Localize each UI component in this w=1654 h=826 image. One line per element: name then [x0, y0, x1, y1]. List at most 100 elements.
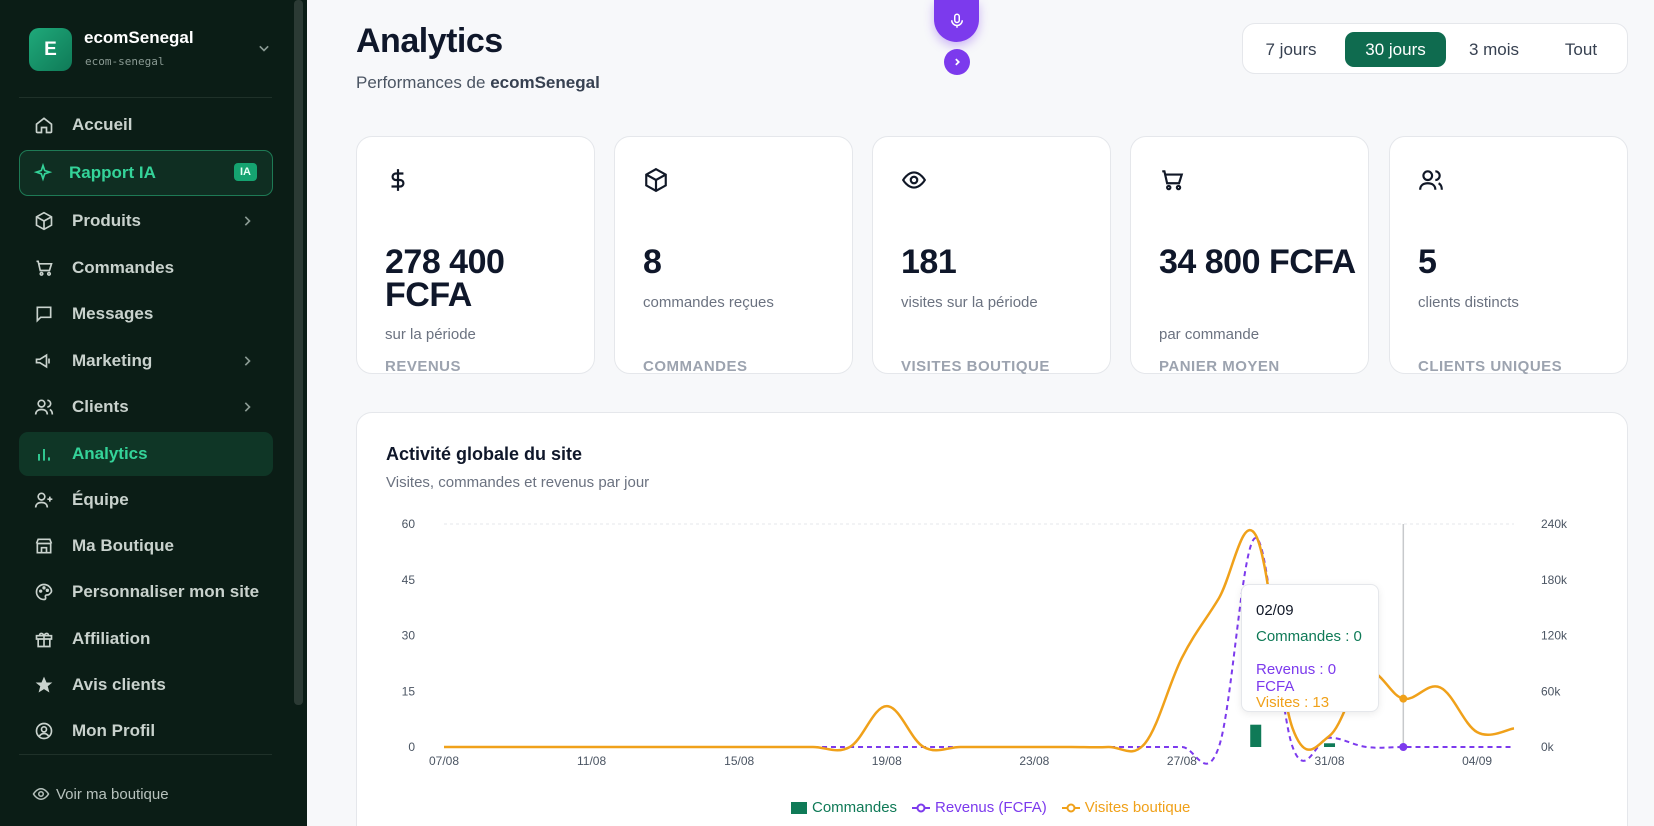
tooltip-date: 02/09 — [1256, 602, 1294, 619]
stat-label: VISITES BOUTIQUE — [901, 358, 1050, 375]
range-tout[interactable]: Tout — [1564, 39, 1598, 59]
user-circle-icon — [33, 720, 55, 742]
stat-value: 8 — [643, 243, 662, 281]
users-icon — [33, 396, 55, 418]
sidebar-item-analytics[interactable]: Analytics — [19, 432, 273, 476]
stat-label: PANIER MOYEN — [1159, 358, 1280, 375]
range-30-jours[interactable]: 30 jours — [1345, 32, 1446, 67]
users-icon — [1419, 170, 1443, 190]
sidebar-item-label: Marketing — [72, 351, 153, 370]
sidebar-item-label: Messages — [72, 304, 154, 323]
store-logo: E — [29, 28, 72, 71]
stat-card-panier-moyen: PANIER MOYEN 34 800 FCFA par commande — [1130, 136, 1369, 375]
tooltip-revenus: Revenus : 0 FCFA — [1256, 661, 1337, 695]
bar-chart-icon — [33, 443, 55, 465]
sidebar-item-personnaliser[interactable]: Personnaliser mon site — [19, 570, 273, 614]
sidebar-item-label: Analytics — [72, 444, 148, 463]
chevron-down-icon — [259, 45, 269, 52]
legend-revenus[interactable]: Revenus (FCFA) — [911, 799, 1047, 816]
legend-commandes[interactable]: Commandes — [790, 799, 897, 816]
range-3-mois[interactable]: 3 mois — [1468, 39, 1520, 59]
megaphone-icon — [33, 350, 55, 372]
stat-card-revenus: REVENUS 278 400 FCFA sur la période — [356, 136, 595, 375]
stat-value: 278 400 FCFA — [385, 243, 505, 314]
x-tick-label: 19/08 — [872, 754, 902, 768]
y-right-tick-label: 0k — [1541, 740, 1555, 754]
y-left-tick-label: 0 — [408, 740, 415, 754]
chevron-right-icon — [244, 216, 251, 226]
stat-value: 181 — [901, 243, 957, 281]
stat-note: clients distincts — [1418, 294, 1519, 311]
chart-legend: Commandes Revenus (FCFA) Visites boutiqu… — [790, 799, 1204, 816]
stat-note: visites sur la période — [901, 294, 1038, 311]
stat-note: par commande — [1159, 326, 1260, 343]
stat-card-visites: VISITES BOUTIQUE 181 visites sur la péri… — [872, 136, 1111, 375]
view-store-link[interactable]: Voir ma boutique — [32, 785, 169, 803]
sidebar-item-avis-clients[interactable]: Avis clients — [19, 663, 273, 707]
stat-value: 5 — [1418, 243, 1437, 281]
y-left-tick-label: 15 — [402, 684, 416, 698]
stat-value: 34 800 FCFA — [1159, 243, 1356, 281]
activity-chart-card: Activité globale du site Visites, comman… — [356, 412, 1628, 826]
x-tick-label: 15/08 — [724, 754, 754, 768]
sidebar-item-label: Mon Profil — [72, 721, 156, 740]
sidebar-item-messages[interactable]: Messages — [19, 292, 273, 336]
dollar-icon — [391, 169, 405, 191]
y-right-tick-label: 120k — [1541, 629, 1568, 643]
sidebar-item-equipe[interactable]: Équipe — [19, 478, 273, 522]
x-tick-label: 27/08 — [1167, 754, 1197, 768]
legend-swatch-visites — [1061, 803, 1080, 812]
sidebar-item-label: Ma Boutique — [72, 536, 174, 555]
store-slug: ecom-senegal — [85, 55, 165, 68]
sidebar-item-commandes[interactable]: Commandes — [19, 246, 273, 290]
view-store-label: Voir ma boutique — [56, 785, 169, 803]
sidebar-item-label: Produits — [72, 211, 141, 230]
y-right-tick-label: 60k — [1541, 684, 1561, 698]
store-switcher[interactable]: E ecomSenegal ecom-senegal — [29, 28, 274, 72]
legend-visites[interactable]: Visites boutique — [1061, 799, 1190, 816]
bar-commandes — [1250, 724, 1262, 747]
package-icon — [645, 167, 667, 193]
sidebar-item-marketing[interactable]: Marketing — [19, 339, 273, 383]
stat-label: COMMANDES — [643, 358, 748, 375]
sidebar-item-label: Personnaliser mon site — [72, 582, 260, 601]
sidebar-item-produits[interactable]: Produits — [19, 199, 273, 243]
sidebar-item-affiliation[interactable]: Affiliation — [19, 617, 273, 661]
sidebar-divider — [19, 754, 272, 755]
page-title: Analytics — [356, 22, 503, 60]
cart-icon — [1162, 170, 1184, 191]
expand-assistant-button[interactable] — [944, 49, 970, 75]
stat-card-clients-uniques: CLIENTS UNIQUES 5 clients distincts — [1389, 136, 1628, 375]
sparkle-icon — [32, 162, 54, 184]
sidebar-item-mon-profil[interactable]: Mon Profil — [19, 709, 273, 753]
subtitle-store: ecomSenegal — [490, 73, 600, 92]
stat-label: REVENUS — [385, 358, 462, 375]
sidebar-scrollbar[interactable] — [294, 0, 303, 705]
line-visites — [444, 529, 1515, 753]
sidebar-item-accueil[interactable]: Accueil — [19, 103, 273, 147]
store-name: ecomSenegal — [84, 28, 194, 47]
sidebar-item-label: Affiliation — [72, 629, 151, 648]
sidebar-item-ma-boutique[interactable]: Ma Boutique — [19, 524, 273, 568]
activity-chart[interactable]: 0 15 30 45 60 0k 60k 120k 180k 240k 07/08 11/08 15/0… — [357, 413, 1629, 826]
range-7-jours[interactable]: 7 jours — [1265, 39, 1317, 59]
gift-icon — [33, 628, 55, 650]
package-icon — [33, 210, 55, 232]
sidebar-item-label: Avis clients — [72, 675, 166, 694]
sidebar-item-label: Accueil — [72, 115, 133, 134]
tooltip-commandes: Commandes : 0 — [1256, 628, 1362, 645]
sidebar-divider — [19, 97, 272, 98]
ia-badge: IA — [234, 163, 257, 181]
y-right-tick-label: 240k — [1541, 517, 1568, 531]
sidebar-item-clients[interactable]: Clients — [19, 385, 273, 429]
message-icon — [33, 303, 55, 325]
sidebar-item-label: Commandes — [72, 258, 175, 277]
voice-assistant-button[interactable] — [934, 0, 979, 42]
chevron-right-icon — [244, 356, 251, 366]
chart-tooltip: 02/09 Commandes : 0 Revenus : 0 FCFA Vis… — [1241, 584, 1379, 712]
x-tick-label: 07/08 — [429, 754, 459, 768]
cart-icon — [33, 257, 55, 279]
y-left-tick-label: 45 — [402, 573, 416, 587]
sidebar-item-rapport-ia[interactable]: Rapport IA IA — [19, 150, 273, 196]
x-tick-label: 23/08 — [1019, 754, 1049, 768]
